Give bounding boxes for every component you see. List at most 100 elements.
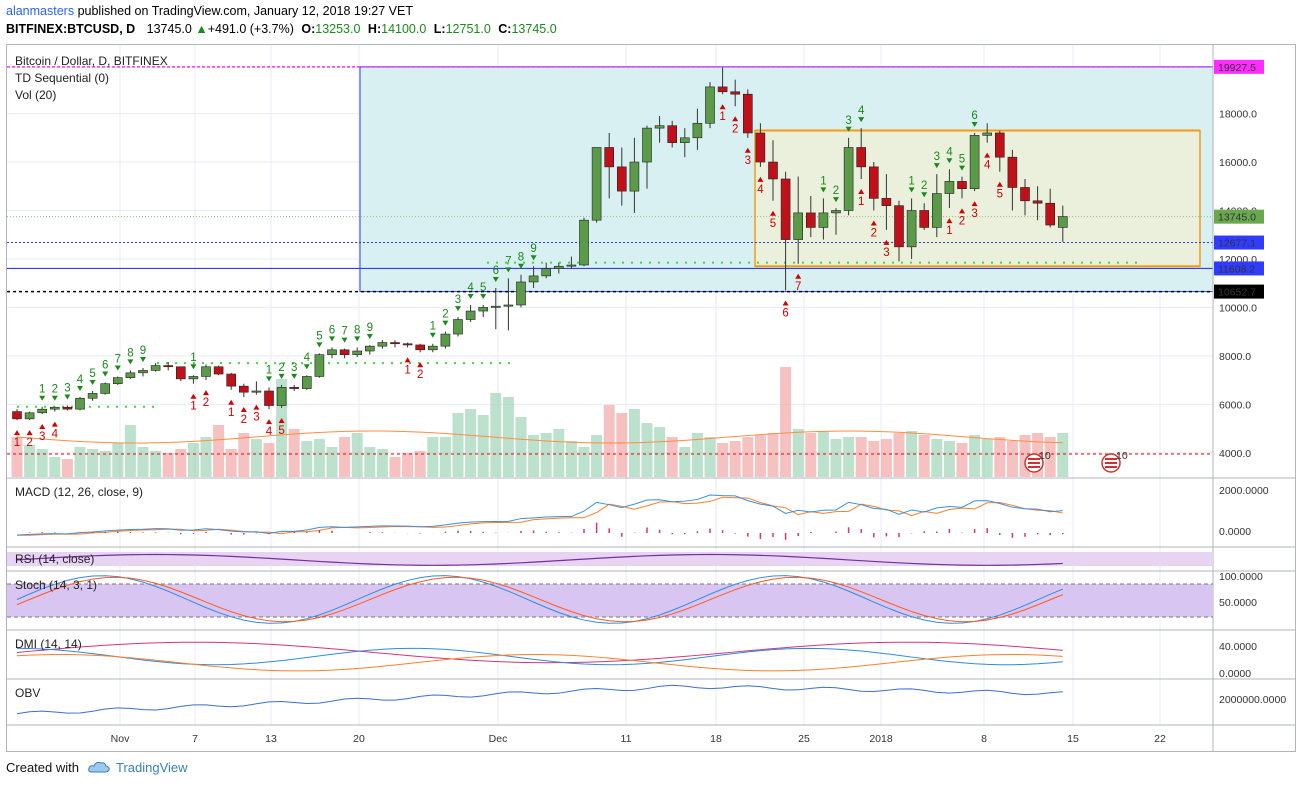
obv-line: [16, 684, 1063, 715]
td-sell-count: 4: [266, 426, 273, 438]
low-label: L:: [433, 22, 446, 36]
macd-title: MACD (12, 26, close, 9): [15, 485, 143, 499]
candle-body: [868, 166, 879, 199]
obv-tick: 2000000.0000: [1219, 694, 1286, 706]
candle-body: [982, 132, 993, 136]
close-label: C:: [498, 22, 512, 36]
td-down-triangle-icon: [190, 364, 197, 370]
td-sell-count: 5: [997, 189, 1003, 201]
td-buy-count: 6: [971, 110, 977, 122]
volume-bar: [805, 433, 817, 477]
candle-body: [289, 387, 300, 389]
td-buy-count: 1: [430, 321, 436, 333]
candle-body: [768, 161, 778, 180]
volume-bar: [389, 457, 401, 477]
td-down-triangle-icon: [51, 395, 58, 401]
candle-body: [1045, 202, 1055, 226]
td-sell-count: 1: [228, 407, 234, 419]
time-tick: Nov: [111, 733, 130, 745]
volume-bar: [402, 453, 414, 477]
price-tag-label: 12677.1: [1218, 238, 1256, 250]
time-tick: 20: [353, 733, 365, 745]
time-tick: 8: [981, 733, 987, 745]
price-tag-label: 19927.5: [1218, 62, 1256, 74]
volume-bar: [528, 435, 540, 477]
td-up-triangle-icon: [770, 210, 776, 216]
td-up-triangle-icon: [417, 362, 424, 368]
rsi-band: [7, 552, 1213, 566]
td-down-triangle-icon: [77, 386, 83, 392]
td-down-triangle-icon: [518, 263, 524, 269]
volume-bar: [49, 457, 61, 477]
volume-bar: [187, 443, 199, 477]
candle-body: [352, 350, 363, 355]
close-value: 13745.0: [511, 22, 557, 36]
candle-body: [301, 376, 312, 389]
tradingview-logo[interactable]: TradingView: [88, 760, 188, 775]
td-sell-count: 2: [732, 123, 738, 135]
volume-bar: [515, 417, 527, 477]
td-up-triangle-icon: [404, 357, 411, 363]
td-sell-count: 1: [858, 196, 864, 208]
author-link[interactable]: alanmasters: [6, 4, 75, 18]
volume-bar: [994, 437, 1006, 477]
candle-body: [881, 198, 892, 206]
volume-bar: [1019, 435, 1031, 477]
volume-bar: [843, 437, 855, 477]
volume-bar: [855, 437, 867, 477]
td-sell-count: 6: [782, 307, 788, 319]
volume-bar: [376, 449, 388, 477]
candle-body: [616, 166, 627, 192]
td-up-triangle-icon: [228, 399, 235, 405]
volume-bar: [339, 437, 351, 477]
td-sell-count: 4: [984, 160, 991, 172]
volume-bar: [225, 449, 237, 477]
volume-bar: [742, 437, 754, 477]
td-buy-count: 5: [89, 368, 95, 380]
td-up-triangle-icon: [278, 417, 285, 423]
td-down-triangle-icon: [366, 333, 373, 339]
volume-bar: [565, 441, 577, 477]
volume-bar: [578, 447, 590, 477]
symbol-label[interactable]: BITFINEX:BTCUSD, D: [6, 22, 136, 36]
stoch-d-line: [16, 576, 1063, 623]
volume-bar: [1006, 441, 1018, 477]
volume-bar: [868, 441, 880, 477]
candle-body: [327, 349, 337, 355]
td-down-triangle-icon: [429, 332, 436, 338]
td-down-triangle-icon: [442, 320, 449, 326]
td-buy-count: 7: [505, 255, 511, 267]
dmi-minus-line: [16, 654, 1063, 672]
event-count: 10: [1039, 450, 1051, 462]
volume-bar: [490, 393, 502, 477]
candle-body: [856, 147, 867, 168]
volume-bar: [943, 441, 955, 477]
candle-body: [793, 212, 804, 240]
ohlc-line: BITFINEX:BTCUSD, D 13745.0 ▲+491.0 (+3.7…: [6, 22, 557, 36]
candle-body: [780, 178, 791, 240]
td-buy-count: 6: [493, 265, 499, 277]
candle-body: [642, 127, 652, 163]
volume-bar: [99, 451, 111, 477]
volume-bar: [162, 453, 174, 477]
candle-body: [314, 354, 325, 377]
high-label: H:: [367, 22, 382, 36]
price-tag-label: 13745.0: [1218, 212, 1256, 224]
td-sell-count: 2: [959, 215, 965, 227]
price-tick: 4000.0: [1219, 448, 1251, 460]
td-down-triangle-icon: [102, 371, 109, 377]
volume-bar: [137, 447, 149, 477]
td-up-triangle-icon: [732, 116, 739, 122]
candle-body: [364, 345, 375, 352]
td-buy-count: 4: [467, 282, 474, 294]
volume-bar: [11, 437, 23, 477]
time-tick: 22: [1154, 733, 1166, 745]
publish-info: published on TradingView.com, January 12…: [74, 4, 413, 18]
td-sell-count: 2: [417, 369, 423, 381]
price-tag: [1214, 261, 1264, 276]
dmi-tick: 40.0000: [1219, 641, 1257, 653]
candle-body: [465, 310, 476, 320]
candle-body: [654, 125, 665, 129]
